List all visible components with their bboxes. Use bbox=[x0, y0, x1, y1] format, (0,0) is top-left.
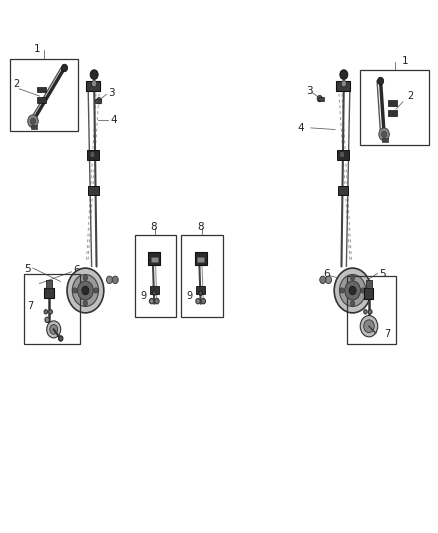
Circle shape bbox=[30, 118, 35, 124]
Bar bbox=[337, 150, 349, 160]
Bar bbox=[10, 59, 78, 131]
Circle shape bbox=[73, 288, 77, 293]
Circle shape bbox=[149, 298, 154, 304]
Circle shape bbox=[379, 128, 389, 141]
Text: 6: 6 bbox=[74, 265, 80, 275]
Bar bbox=[336, 81, 350, 91]
Bar bbox=[135, 235, 176, 317]
Circle shape bbox=[341, 80, 346, 87]
Bar bbox=[37, 86, 46, 93]
Text: 7: 7 bbox=[27, 301, 33, 311]
Circle shape bbox=[49, 310, 53, 314]
Circle shape bbox=[96, 98, 102, 104]
Circle shape bbox=[92, 80, 97, 87]
Bar bbox=[24, 274, 80, 344]
Bar bbox=[148, 252, 160, 265]
Bar bbox=[194, 252, 207, 265]
Circle shape bbox=[320, 276, 326, 284]
Circle shape bbox=[340, 70, 348, 79]
Bar bbox=[382, 138, 388, 142]
Circle shape bbox=[364, 320, 374, 333]
Circle shape bbox=[106, 276, 113, 284]
Bar bbox=[95, 99, 101, 103]
Circle shape bbox=[325, 276, 332, 284]
Text: 9: 9 bbox=[140, 291, 146, 301]
Bar bbox=[196, 286, 205, 294]
Circle shape bbox=[317, 95, 322, 102]
Bar bbox=[389, 100, 397, 106]
Text: 2: 2 bbox=[13, 79, 19, 89]
Bar bbox=[197, 257, 204, 262]
Circle shape bbox=[45, 317, 49, 322]
Circle shape bbox=[90, 151, 95, 158]
Circle shape bbox=[82, 286, 89, 295]
Circle shape bbox=[378, 77, 384, 85]
Circle shape bbox=[340, 288, 344, 293]
Bar bbox=[366, 280, 371, 288]
Text: 4: 4 bbox=[110, 115, 117, 125]
Bar bbox=[389, 110, 397, 116]
Circle shape bbox=[28, 115, 38, 128]
Text: 3: 3 bbox=[307, 86, 313, 95]
Circle shape bbox=[152, 291, 156, 295]
Circle shape bbox=[350, 301, 355, 306]
Text: 6: 6 bbox=[323, 270, 330, 279]
Circle shape bbox=[199, 291, 202, 295]
Bar bbox=[44, 287, 54, 298]
Bar bbox=[364, 288, 373, 299]
Bar bbox=[86, 81, 100, 91]
Circle shape bbox=[44, 310, 48, 314]
Text: 7: 7 bbox=[384, 329, 390, 339]
Circle shape bbox=[61, 64, 67, 71]
Text: 1: 1 bbox=[33, 44, 40, 54]
Circle shape bbox=[196, 298, 200, 304]
Circle shape bbox=[345, 281, 360, 300]
Bar bbox=[338, 186, 348, 195]
Circle shape bbox=[83, 275, 88, 280]
Circle shape bbox=[94, 288, 98, 293]
Circle shape bbox=[381, 131, 387, 138]
Bar bbox=[347, 276, 396, 344]
Circle shape bbox=[368, 310, 372, 314]
Circle shape bbox=[155, 298, 159, 304]
Circle shape bbox=[83, 301, 88, 306]
Circle shape bbox=[360, 316, 378, 337]
Circle shape bbox=[78, 281, 93, 300]
Circle shape bbox=[67, 268, 104, 313]
Circle shape bbox=[334, 268, 371, 313]
Bar bbox=[37, 97, 46, 103]
Circle shape bbox=[201, 298, 205, 304]
Circle shape bbox=[339, 151, 345, 158]
Text: 9: 9 bbox=[187, 291, 193, 301]
Text: 5: 5 bbox=[24, 264, 31, 274]
Circle shape bbox=[72, 274, 99, 306]
Text: 3: 3 bbox=[109, 88, 115, 98]
Bar bbox=[87, 150, 99, 160]
Text: 8: 8 bbox=[151, 222, 157, 231]
Text: 2: 2 bbox=[407, 92, 413, 101]
Bar bbox=[151, 257, 158, 262]
Bar bbox=[181, 235, 223, 317]
Text: 5: 5 bbox=[379, 270, 385, 279]
Circle shape bbox=[90, 70, 98, 79]
Circle shape bbox=[339, 274, 366, 306]
Circle shape bbox=[350, 275, 355, 280]
Text: 8: 8 bbox=[197, 222, 204, 231]
Circle shape bbox=[59, 336, 63, 341]
Bar bbox=[31, 125, 37, 129]
Circle shape bbox=[361, 288, 365, 293]
Circle shape bbox=[364, 310, 367, 314]
Bar bbox=[318, 97, 324, 101]
Circle shape bbox=[112, 276, 118, 284]
Bar bbox=[150, 286, 159, 294]
Text: 1: 1 bbox=[402, 56, 408, 66]
Circle shape bbox=[47, 321, 61, 338]
Bar bbox=[46, 279, 52, 287]
Bar bbox=[360, 70, 429, 145]
Circle shape bbox=[349, 286, 356, 295]
Bar bbox=[88, 186, 99, 195]
Circle shape bbox=[50, 325, 58, 334]
Text: 4: 4 bbox=[298, 123, 304, 133]
